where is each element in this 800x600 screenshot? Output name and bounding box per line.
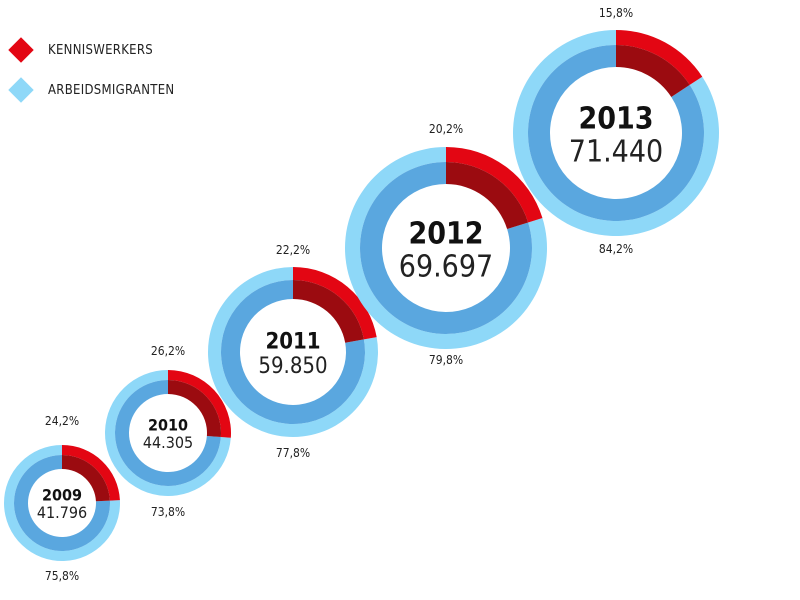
arbeidsmigranten-pct-label: 84,2% (599, 242, 633, 256)
arbeidsmigranten-pct-label: 75,8% (45, 569, 79, 583)
legend-label-arbeidsmigranten: ARBEIDSMIGRANTEN (48, 82, 175, 98)
arbeidsmigranten-pct-label: 79,8% (429, 353, 463, 367)
kenniswerkers-outer-arc (616, 30, 703, 85)
year-label: 2012 (408, 217, 483, 252)
legend-item-kenniswerkers: KENNISWERKERS (8, 37, 174, 63)
kenniswerkers-pct-label: 22,2% (276, 243, 310, 257)
kenniswerkers-pct-label: 15,8% (599, 6, 633, 20)
kenniswerkers-pct-label: 24,2% (45, 414, 79, 428)
year-label: 2010 (148, 416, 188, 435)
kenniswerkers-outer-arc (446, 147, 543, 223)
kenniswerkers-inner-arc (168, 380, 222, 437)
total-label: 44.305 (143, 433, 193, 452)
year-label: 2011 (265, 330, 320, 355)
arbeidsmigranten-pct-label: 77,8% (276, 446, 310, 460)
kenniswerkers-outer-arc (62, 445, 120, 501)
total-label: 59.850 (258, 354, 327, 379)
arbeidsmigranten-pct-label: 73,8% (151, 505, 185, 519)
kenniswerkers-inner-arc (616, 45, 690, 97)
total-label: 41.796 (37, 503, 87, 522)
kenniswerkers-inner-arc (62, 455, 110, 502)
year-label: 2009 (42, 486, 82, 505)
kenniswerkers-inner-arc (446, 162, 529, 229)
year-label: 2013 (578, 102, 653, 137)
kenniswerkers-inner-arc (293, 280, 364, 343)
total-label: 71.440 (569, 135, 663, 170)
legend-label-kenniswerkers: KENNISWERKERS (48, 42, 154, 58)
legend-item-arbeidsmigranten: ARBEIDSMIGRANTEN (8, 77, 175, 103)
kenniswerkers-pct-label: 20,2% (429, 122, 463, 136)
total-label: 69.697 (399, 250, 493, 285)
kenniswerkers-outer-arc (293, 267, 377, 340)
kenniswerkers-pct-label: 26,2% (151, 344, 185, 358)
kenniswerkers-outer-arc (168, 370, 231, 438)
legend: KENNISWERKERS ARBEIDSMIGRANTEN (8, 37, 175, 120)
